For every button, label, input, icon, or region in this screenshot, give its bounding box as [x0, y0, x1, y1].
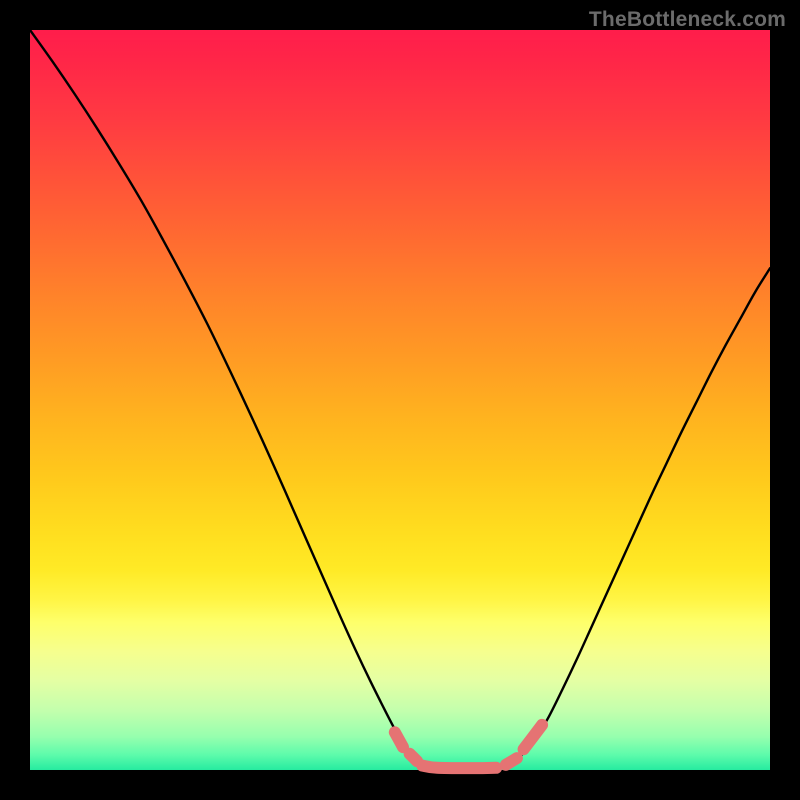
- watermark-label: TheBottleneck.com: [589, 8, 786, 32]
- chart-background: [30, 30, 770, 770]
- highlight-segment-2: [422, 766, 496, 769]
- highlight-segment-3: [506, 758, 517, 765]
- highlight-segment-0: [395, 732, 403, 747]
- bottleneck-curve-chart: [0, 0, 800, 800]
- chart-container: TheBottleneck.com: [0, 0, 800, 800]
- highlight-segment-1: [410, 754, 417, 761]
